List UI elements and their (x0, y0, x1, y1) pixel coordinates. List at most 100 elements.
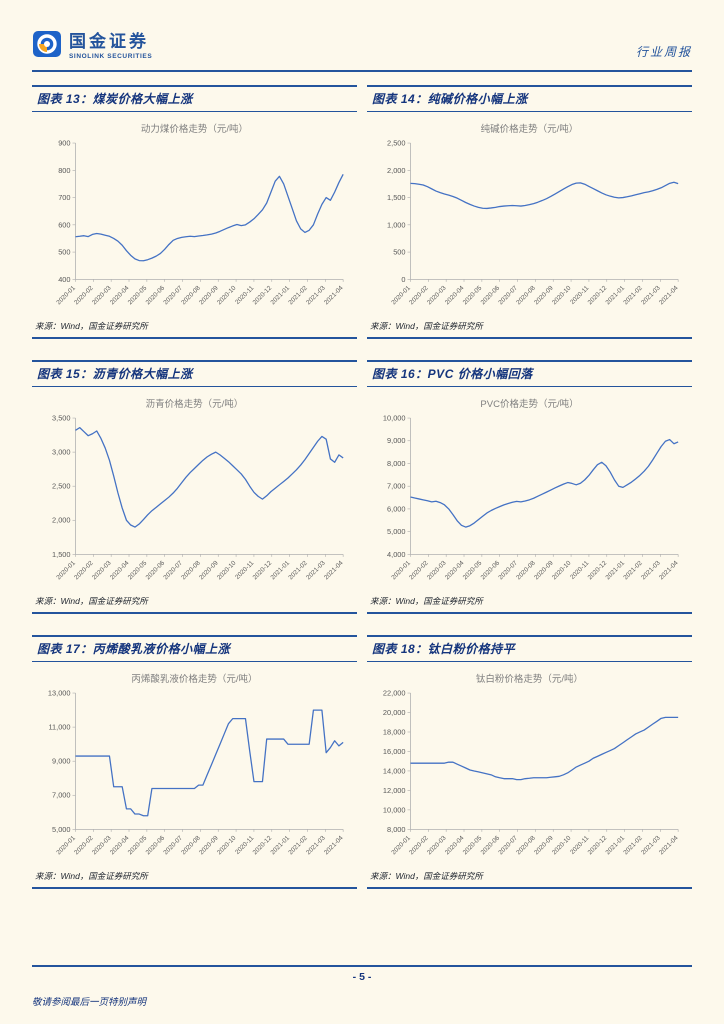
y-tick-label: 3,000 (52, 448, 71, 457)
x-tick-label: 2021-04 (658, 284, 680, 306)
price-line (75, 709, 344, 817)
y-tick-label: 11,000 (48, 723, 70, 732)
chart-block-asphalt: 图表 15：沥青价格大幅上涨 沥青价格走势（元/吨） 1,500 2,000 2,5… (32, 360, 357, 614)
sinolink-logo-icon (32, 30, 62, 63)
line-chart-svg: 4005006007008009002020-012020-022020-032… (55, 139, 345, 307)
x-tick-label: 2020-10 (551, 834, 573, 856)
figure-label: 图表 13：煤炭价格大幅上涨 (32, 85, 357, 112)
x-tick-label: 2020-10 (551, 284, 573, 306)
report-type-label: 行业周报 (635, 45, 692, 59)
page-header: 国金证券 SINOLINK SECURITIES 行业周报 (32, 30, 692, 63)
x-tick-label: 2021-04 (323, 559, 345, 581)
chart-block-titanium-dioxide: 图表 18：钛白粉价格持平 钛白粉价格走势（元/吨） 8,000 10,000 12… (367, 635, 692, 889)
x-tick-label: 2021-04 (658, 834, 680, 856)
disclaimer-text: 敬请参阅最后一页特别声明 (32, 997, 147, 1008)
y-tick-label: 13,000 (48, 689, 71, 698)
x-tick-label: 2021-04 (323, 834, 345, 856)
header-divider (32, 70, 692, 72)
y-tick-label: 2,000 (387, 166, 406, 175)
line-chart-acrylic-emulsion: 5,000 7,000 9,000 11,000 13,000 2020-01 2020-0… (32, 685, 357, 867)
y-tick-label: 18,000 (383, 727, 406, 736)
line-chart-pvc: 4,000 5,000 6,000 7,000 8,000 9,000 10,000 2020… (367, 410, 692, 592)
y-tick-label: 1,500 (387, 193, 406, 202)
line-chart-svg: 4,000 5,000 6,000 7,000 8,000 9,000 10,000 2020… (383, 414, 680, 582)
y-tick-label: 2,500 (52, 482, 71, 491)
y-tick-label: 2,000 (52, 516, 71, 525)
x-tick-label: 2021-04 (323, 284, 345, 306)
chart-title: 丙烯酸乳液价格走势（元/吨） (131, 674, 258, 685)
chart-block-soda-ash: 图表 14：纯碱价格小幅上涨 纯碱价格走势（元/吨） 0 500 1,000 1,50… (367, 85, 692, 339)
x-tick-label: 2020-10 (216, 834, 238, 856)
figure-label: 图表 18：钛白粉价格持平 (367, 635, 692, 662)
y-tick-label: 2,500 (387, 139, 406, 148)
page-number: - 5 - (352, 971, 372, 983)
y-tick-label: 0 (401, 275, 405, 284)
line-chart-svg: 8,000 10,000 12,000 14,000 16,000 18,000 20,00… (383, 689, 680, 857)
y-tick-label: 20,000 (383, 708, 406, 717)
y-tick-label: 9,000 (52, 757, 71, 766)
y-tick-label: 6,000 (387, 504, 406, 513)
source-label: 来源：Wind，国金证券研究所 (367, 592, 692, 614)
price-line (410, 438, 679, 528)
line-chart-svg: 5,0007,0009,00011,00013,0002020-012020-0… (48, 689, 345, 857)
source-label: 来源：Wind，国金证券研究所 (32, 867, 357, 889)
y-tick-label: 16,000 (383, 747, 406, 756)
chart-title: 沥青价格走势（元/吨） (145, 399, 244, 410)
price-line (410, 181, 679, 210)
y-tick-label: 8,000 (387, 459, 406, 468)
chart-block-coal: 图表 13：煤炭价格大幅上涨 动力煤价格走势（元/吨） 400 500 600 700… (32, 85, 357, 339)
brand-name: 国金证券 (69, 31, 149, 51)
y-tick-label: 9,000 (387, 436, 406, 445)
footer-divider (32, 965, 692, 967)
y-tick-label: 7,000 (387, 482, 406, 491)
source-label: 来源：Wind，国金证券研究所 (32, 317, 357, 339)
y-tick-label: 400 (58, 275, 70, 284)
y-tick-label: 10,000 (383, 414, 406, 423)
figure-label: 图表 15：沥青价格大幅上涨 (32, 360, 357, 387)
y-tick-label: 800 (58, 166, 70, 175)
source-label: 来源：Wind，国金证券研究所 (367, 317, 692, 339)
y-tick-label: 8,000 (387, 825, 406, 834)
brand-subtitle: SINOLINK SECURITIES (69, 53, 153, 61)
y-tick-label: 3,500 (52, 414, 71, 423)
y-tick-label: 5,000 (52, 825, 71, 834)
page-footer: - 5 - 敬请参阅最后一页特别声明 (32, 965, 692, 1008)
figure-label: 图表 14：纯碱价格小幅上涨 (367, 85, 692, 112)
y-tick-label: 14,000 (383, 766, 406, 775)
x-tick-label: 2020-10 (216, 559, 238, 581)
chart-block-acrylic-emulsion: 图表 17：丙烯酸乳液价格小幅上涨 丙烯酸乳液价格走势（元/吨） 5,000 7,… (32, 635, 357, 889)
y-tick-label: 22,000 (383, 689, 406, 698)
y-tick-label: 12,000 (383, 786, 406, 795)
line-chart-svg: 1,5002,0002,5003,0003,5002020-012020-022… (52, 414, 345, 582)
chart-title: PVC价格走势（元/吨） (480, 399, 579, 410)
chart-title: 钛白粉价格走势（元/吨） (475, 674, 584, 685)
y-tick-label: 4,000 (387, 550, 406, 559)
y-tick-label: 7,000 (52, 791, 71, 800)
y-tick-label: 1,000 (387, 220, 406, 229)
y-tick-label: 10,000 (383, 805, 406, 814)
line-chart-titanium-dioxide: 8,000 10,000 12,000 14,000 16,000 18,000 20,00… (367, 685, 692, 867)
price-line (75, 174, 344, 262)
source-label: 来源：Wind，国金证券研究所 (32, 592, 357, 614)
figure-label: 图表 17：丙烯酸乳液价格小幅上涨 (32, 635, 357, 662)
y-tick-label: 700 (58, 193, 70, 202)
y-tick-label: 1,500 (52, 550, 71, 559)
price-line (410, 716, 679, 781)
brand: 国金证券 SINOLINK SECURITIES (32, 30, 152, 63)
line-chart-soda-ash: 0 500 1,000 1,500 2,000 2,500 2020-01 2020-02 20… (367, 135, 692, 317)
chart-block-pvc: 图表 16：PVC 价格小幅回落 PVC价格走势（元/吨） 4,000 5,000… (367, 360, 692, 614)
chart-title: 纯碱价格走势（元/吨） (480, 124, 579, 135)
x-tick-label: 2020-10 (551, 559, 573, 581)
charts-grid: 图表 13：煤炭价格大幅上涨 动力煤价格走势（元/吨） 400 500 600 700… (32, 85, 692, 889)
line-chart-svg: 05001,0001,5002,0002,5002020-012020-0220… (387, 139, 680, 307)
y-tick-label: 500 (58, 248, 70, 257)
figure-label: 图表 16：PVC 价格小幅回落 (367, 360, 692, 387)
brand-text: 国金证券 SINOLINK SECURITIES (69, 31, 153, 61)
price-line (75, 426, 344, 528)
y-tick-label: 500 (393, 248, 405, 257)
y-tick-label: 600 (58, 220, 70, 229)
chart-title: 动力煤价格走势（元/吨） (140, 124, 249, 135)
line-chart-coal: 400 500 600 700 800 900 2020-01 2020-02 2020-03 2… (32, 135, 357, 317)
source-label: 来源：Wind，国金证券研究所 (367, 867, 692, 889)
